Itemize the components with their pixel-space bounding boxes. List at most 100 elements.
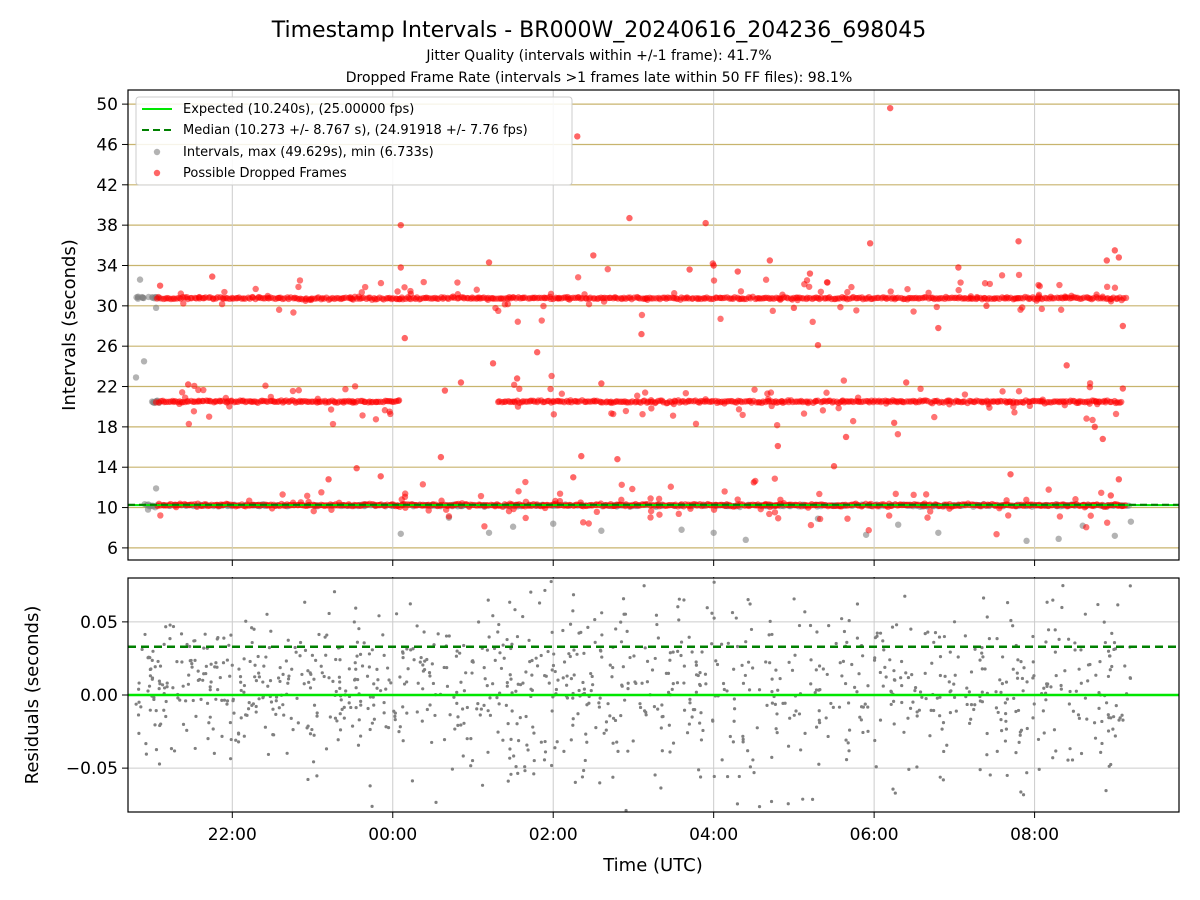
residual-point	[242, 734, 246, 738]
residual-point	[770, 690, 774, 694]
residual-point	[1099, 750, 1103, 754]
residual-point	[1031, 676, 1035, 680]
residual-point	[556, 678, 560, 682]
gray-interval-point	[1055, 535, 1062, 543]
residual-point	[1051, 756, 1055, 760]
dropped-frame-point	[647, 514, 654, 521]
residual-point	[562, 749, 566, 753]
residual-point	[594, 726, 598, 730]
residual-point	[1079, 681, 1083, 685]
residual-point	[465, 705, 469, 710]
residual-point	[148, 674, 152, 678]
residual-point	[222, 698, 227, 702]
dropped-frame-point	[955, 286, 962, 294]
residual-point	[137, 700, 141, 704]
residual-point	[335, 719, 339, 723]
residual-point	[469, 737, 473, 741]
residual-point	[319, 664, 323, 668]
gray-interval-point	[550, 520, 557, 527]
residual-point	[697, 768, 701, 772]
dropped-frame-point	[670, 400, 678, 408]
residual-point	[384, 687, 388, 691]
residual-point	[679, 653, 683, 658]
residual-point	[349, 705, 353, 710]
residual-point	[1104, 701, 1109, 705]
residual-point	[353, 661, 357, 665]
dropped-frame-point	[768, 402, 775, 410]
bottom-y-axis-label: Residuals (seconds)	[22, 606, 43, 785]
residual-point	[764, 660, 768, 664]
residual-point	[550, 668, 554, 672]
residual-point	[941, 720, 946, 725]
dropped-frame-point	[329, 420, 337, 428]
residual-point	[355, 654, 359, 658]
residual-point	[244, 619, 248, 623]
dropped-frame-point	[195, 386, 202, 394]
residual-point	[809, 682, 813, 686]
residual-point	[158, 682, 162, 686]
residual-point	[291, 728, 295, 732]
residual-point	[948, 711, 952, 715]
residual-point	[181, 684, 185, 688]
residual-point	[1077, 667, 1081, 671]
residual-point	[1112, 641, 1117, 645]
residual-point	[185, 728, 189, 732]
residual-point	[508, 673, 512, 677]
residual-point	[1019, 790, 1023, 794]
residual-point	[199, 697, 203, 701]
residual-point	[342, 716, 346, 720]
residual-point	[247, 700, 251, 705]
residual-point	[1004, 727, 1009, 731]
residual-point	[228, 720, 233, 725]
residual-point	[846, 741, 850, 745]
dropped-frame-point	[349, 296, 357, 303]
residual-point	[889, 689, 893, 693]
residual-point	[193, 658, 197, 662]
dropped-frame-point	[485, 259, 493, 266]
residual-point	[883, 665, 887, 669]
residual-point	[250, 640, 254, 645]
dropped-frame-point	[290, 309, 297, 316]
dropped-frame-point	[1107, 492, 1115, 499]
residual-point	[1019, 660, 1023, 664]
dropped-frame-point	[185, 420, 193, 428]
dropped-frame-point	[510, 381, 518, 389]
residual-point	[899, 676, 903, 680]
residual-point	[175, 660, 179, 664]
residual-point	[1018, 733, 1022, 737]
residual-point	[1083, 612, 1087, 616]
residual-point	[668, 750, 672, 754]
dropped-frame-point	[667, 483, 675, 490]
dropped-frame-point	[578, 452, 585, 460]
residual-point	[1012, 696, 1016, 700]
residual-point	[359, 703, 363, 707]
residual-point	[282, 713, 286, 717]
dropped-frame-point	[395, 397, 403, 404]
residual-point	[1110, 631, 1114, 635]
residual-point	[1009, 618, 1013, 623]
residuals-plot: −0.05 0.00 0.05 22:00 00:00 02:00 04:00 06:00 08…	[66, 577, 1180, 845]
residual-point	[307, 680, 311, 684]
residual-point	[915, 710, 919, 714]
residual-point	[462, 689, 467, 693]
x-tick-label: 00:00	[368, 825, 417, 845]
dropped-frame-point	[1015, 238, 1022, 245]
residual-point	[694, 663, 699, 667]
residual-point	[253, 675, 257, 679]
residual-point	[573, 780, 577, 784]
residual-point	[909, 627, 913, 631]
dropped-frame-point	[177, 290, 185, 297]
dropped-frame-point	[1061, 401, 1068, 409]
dropped-frame-point	[1035, 291, 1043, 299]
residual-point	[491, 682, 495, 686]
residual-point	[1014, 709, 1018, 714]
residual-point	[455, 701, 459, 705]
residual-point	[866, 729, 870, 733]
residual-point	[611, 716, 616, 720]
dropped-frame-point	[593, 508, 601, 516]
residual-point	[254, 704, 258, 709]
residual-point	[664, 671, 668, 675]
residual-point	[783, 701, 787, 705]
residual-point	[746, 598, 750, 602]
residual-point	[952, 620, 957, 624]
